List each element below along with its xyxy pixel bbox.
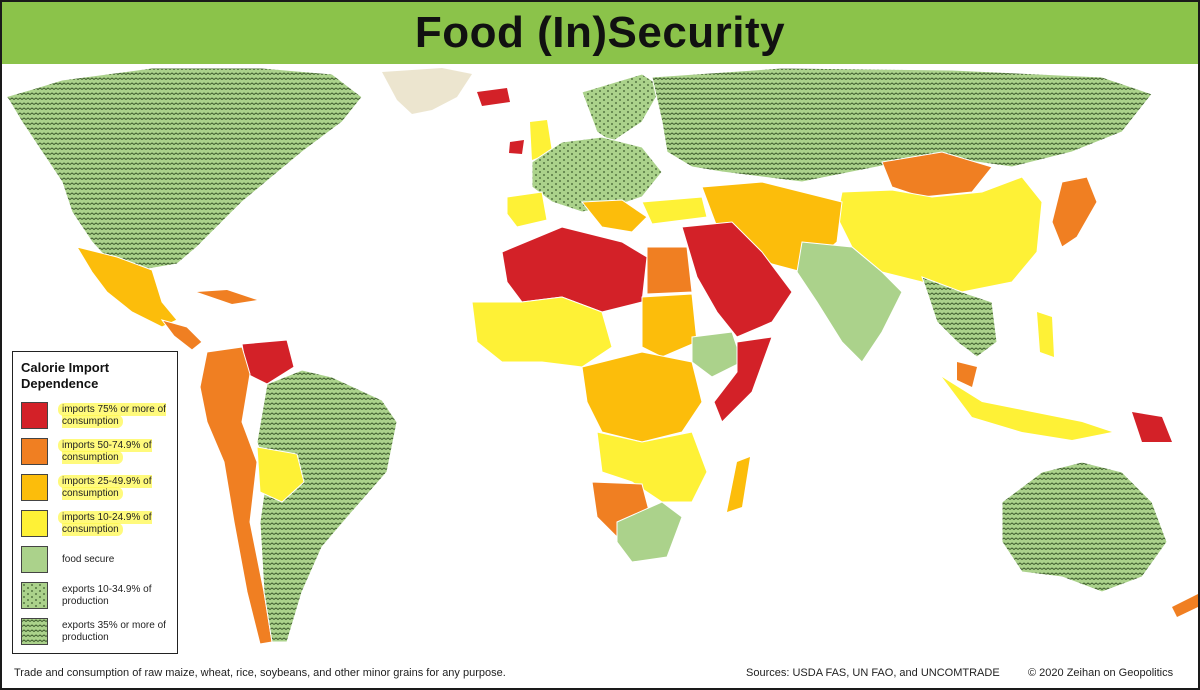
region-east-southern-africa	[596, 431, 708, 503]
region-turkey	[641, 196, 708, 225]
legend-item-import-50: imports 50-74.9% of consumption	[21, 438, 177, 465]
region-caribbean	[197, 290, 257, 304]
region-indonesia	[942, 377, 1112, 440]
region-south-africa	[616, 501, 683, 563]
region-central-america	[160, 319, 203, 351]
region-central-africa	[581, 351, 703, 443]
region-iberia	[506, 191, 548, 228]
region-alaska	[7, 84, 62, 120]
footer-copyright: © 2020 Zeihan on Geopolitics	[1028, 667, 1174, 679]
region-malaysia	[957, 362, 977, 387]
legend-item-import-75: imports 75% or more of consumption	[21, 402, 177, 429]
region-ireland	[509, 140, 524, 154]
region-greenland	[382, 68, 472, 114]
legend-item-food-secure: food secure	[21, 546, 177, 573]
region-madagascar	[727, 457, 750, 512]
region-bolivia	[256, 446, 305, 503]
region-japan	[1051, 176, 1098, 248]
legend-item-export-35: exports 35% or more of production	[21, 618, 177, 645]
region-india	[796, 241, 903, 363]
footer-note: Trade and consumption of raw maize, whea…	[14, 667, 506, 679]
region-ethiopia	[691, 331, 743, 378]
world-map	[6, 67, 1198, 645]
region-mongolia	[881, 151, 993, 198]
region-andes	[199, 346, 273, 645]
footer-sources: Sources: USDA FAS, UN FAO, and UNCOMTRAD…	[746, 667, 1000, 679]
region-europe	[531, 136, 663, 213]
legend-item-export-10: exports 10-34.9% of production	[21, 582, 177, 609]
legend-item-import-25: imports 25-49.9% of consumption	[21, 474, 177, 501]
legend-label: exports 35% or more of production	[62, 619, 166, 643]
region-southern-europe	[580, 199, 648, 233]
legend-label: imports 50-74.9% of consumption	[58, 438, 152, 464]
region-scandinavia	[581, 73, 663, 143]
map-title: Food (In)Security	[414, 8, 786, 57]
region-new-zealand	[1172, 594, 1198, 617]
region-southeast-asia	[921, 276, 998, 358]
legend-label: imports 25-49.9% of consumption	[58, 474, 152, 500]
region-north-africa	[501, 226, 648, 313]
title-bar: Food (In)Security	[2, 2, 1198, 64]
legend-title: Calorie Import Dependence	[21, 360, 110, 391]
region-egypt	[646, 246, 693, 295]
legend-swatch	[21, 438, 48, 465]
legend-swatch	[21, 582, 48, 609]
region-west-africa	[471, 296, 613, 368]
legend-swatch	[21, 618, 48, 645]
region-australia	[1001, 461, 1168, 593]
legend-swatch	[21, 474, 48, 501]
region-uk	[530, 120, 552, 160]
legend: Calorie Import Dependence imports 75% or…	[12, 351, 178, 654]
legend-label: imports 75% or more of consumption	[58, 402, 166, 428]
legend-swatch	[21, 546, 48, 573]
region-sudan	[641, 293, 698, 358]
legend-label: exports 10-34.9% of production	[62, 583, 152, 607]
region-papua-new-guinea	[1132, 412, 1172, 442]
region-arabia	[681, 221, 793, 338]
region-somalia	[713, 336, 773, 423]
footer: Trade and consumption of raw maize, whea…	[2, 660, 1198, 688]
legend-label: imports 10-24.9% of consumption	[58, 510, 152, 536]
region-iceland	[477, 88, 510, 106]
region-north-america	[6, 67, 363, 271]
legend-item-import-10: imports 10-24.9% of consumption	[21, 510, 177, 537]
region-philippines	[1037, 312, 1054, 357]
legend-swatch	[21, 510, 48, 537]
region-south-america-east	[256, 369, 398, 643]
legend-swatch	[21, 402, 48, 429]
legend-label: food secure	[62, 553, 115, 565]
